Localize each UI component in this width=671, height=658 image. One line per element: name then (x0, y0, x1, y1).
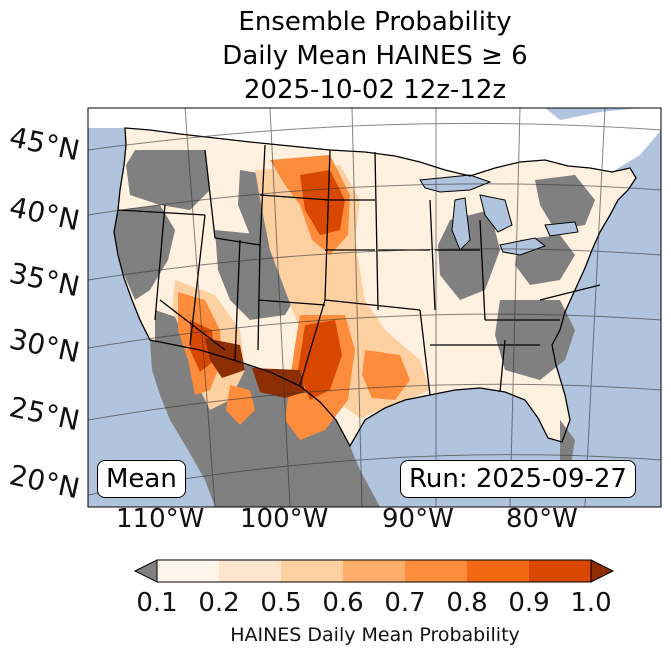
title-line-2: Daily Mean HAINES ≥ 6 (222, 41, 528, 71)
lon-label-110w: 110°W (116, 504, 205, 534)
lon-label-90w: 90°W (382, 504, 454, 534)
graticule (88, 108, 661, 507)
stat-badge: Mean (97, 460, 186, 498)
colorbar-bin-2 (219, 560, 281, 582)
cbar-tick-4: 0.7 (384, 588, 426, 618)
lon-label-80w: 80°W (506, 504, 578, 534)
colorbar-title: HAINES Daily Mean Probability (230, 624, 520, 646)
cbar-tick-1: 0.2 (198, 588, 240, 618)
colorbar-bin-7 (529, 560, 591, 582)
map-frame (87, 107, 662, 508)
state-borders (113, 127, 637, 448)
colorbar-bin-5 (405, 560, 467, 582)
cbar-tick-5: 0.8 (446, 588, 488, 618)
title-line-3: 2025-10-02 12z-12z (243, 75, 507, 105)
great-lakes (419, 174, 579, 256)
lon-label-100w: 100°W (240, 504, 329, 534)
colorbar-under-arrow (133, 559, 158, 583)
colorbar-bin-3 (281, 560, 343, 582)
cbar-tick-6: 0.9 (508, 588, 550, 618)
canada-land (88, 108, 661, 176)
cbar-tick-3: 0.6 (322, 588, 364, 618)
run-badge: Run: 2025-09-27 (400, 460, 636, 498)
colorbar-bin-6 (467, 560, 529, 582)
cbar-tick-7: 1.0 (570, 588, 612, 618)
colorbar (133, 559, 615, 583)
colorbar-bin-1 (157, 560, 219, 582)
cbar-tick-0: 0.1 (136, 588, 178, 618)
prob-0-9 (190, 170, 345, 400)
cbar-tick-2: 0.5 (260, 588, 302, 618)
title-line-1: Ensemble Probability (238, 7, 512, 37)
colorbar-over-arrow (590, 559, 615, 583)
colorbar-bin-4 (343, 560, 405, 582)
